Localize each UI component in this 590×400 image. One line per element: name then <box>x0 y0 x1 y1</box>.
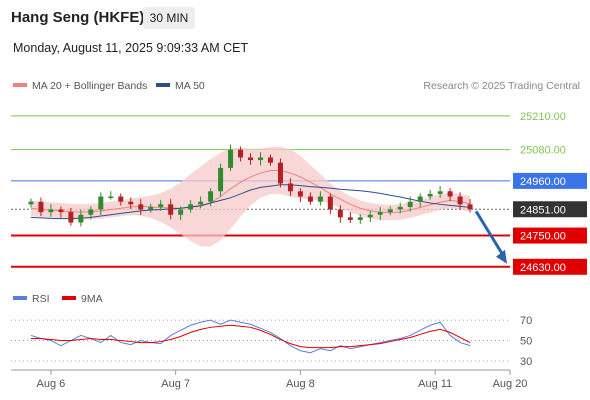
level-label: 24630.00 <box>520 262 566 274</box>
legend-9ma: 9MA <box>62 293 103 305</box>
rsi-line <box>30 319 471 354</box>
9ma-swatch <box>62 296 76 301</box>
candle-body <box>277 162 283 184</box>
candle-body <box>138 204 144 210</box>
candle-body <box>267 157 273 163</box>
rsi-tick-label: 50 <box>520 336 532 348</box>
candle-body <box>437 191 443 194</box>
candle-body <box>148 206 154 210</box>
candle-body <box>98 196 104 210</box>
timeframe-badge[interactable]: 30 MIN <box>143 7 195 29</box>
candle-body <box>327 196 333 210</box>
level-label: 24750.00 <box>520 231 566 243</box>
candle-body <box>417 196 423 202</box>
candle-body <box>387 209 393 213</box>
candle-body <box>108 196 114 199</box>
candle-body <box>238 149 244 158</box>
candle-body <box>68 212 74 223</box>
forecast-arrow-shaft <box>474 210 506 258</box>
candle-body <box>407 201 413 207</box>
ma50-swatch <box>156 83 170 88</box>
candle-body <box>447 191 453 197</box>
candle-body <box>258 157 263 161</box>
candle-body <box>218 167 224 192</box>
level-label-box <box>513 258 587 275</box>
x-tick-label: Aug 11 <box>418 378 452 390</box>
candle-body <box>48 209 54 213</box>
candle-body <box>457 196 463 205</box>
candle-body <box>188 204 194 210</box>
legend-rsi-label: RSI <box>32 293 50 305</box>
rsi-9ma-line <box>30 324 471 349</box>
candle-body <box>307 196 313 202</box>
level-label-box <box>513 227 587 244</box>
level-label: 24960.00 <box>520 176 566 188</box>
rsi-tick-label: 70 <box>520 315 532 327</box>
level-label: 25080.00 <box>520 145 566 157</box>
candle-body <box>297 191 303 197</box>
candle-body <box>198 201 204 205</box>
candlesticks <box>28 144 473 227</box>
x-tick-label: Aug 6 <box>37 378 66 390</box>
x-axis: Aug 6 Aug 7 Aug 8 Aug 11 Aug 20 <box>11 369 528 390</box>
candle-body <box>357 217 363 220</box>
credit: Research © 2025 Trading Central <box>423 80 580 92</box>
candle-body <box>248 157 254 161</box>
legend-ma20: MA 20 + Bollinger Bands <box>13 80 147 92</box>
level-label-box <box>513 107 587 124</box>
candle-body <box>317 196 323 202</box>
rsi-tick-label: 30 <box>520 356 532 368</box>
candle-body <box>168 204 174 215</box>
candle-body <box>208 191 214 202</box>
bollinger-band-area <box>30 146 471 247</box>
legend-rsi: RSI <box>13 293 50 305</box>
candle-body <box>88 209 94 215</box>
legend-ma50: MA 50 <box>156 80 205 92</box>
candle-body <box>78 214 84 223</box>
moving-averages <box>30 169 471 220</box>
x-tick-label: Aug 7 <box>161 378 190 390</box>
ma20-swatch <box>13 83 27 88</box>
candle-body <box>28 201 34 205</box>
level-label-box <box>513 201 587 218</box>
candle-body <box>58 209 64 213</box>
rsi-panel: 70 50 30 <box>11 315 532 368</box>
ma50-line <box>30 184 471 220</box>
legend-ma20-label: MA 20 + Bollinger Bands <box>32 80 148 92</box>
candle-body <box>337 209 343 218</box>
candle-body <box>158 204 164 207</box>
candle-body <box>228 149 234 168</box>
level-label-box <box>513 141 587 158</box>
candle-body <box>118 196 124 202</box>
candle-body <box>367 214 373 218</box>
x-tick-label: Aug 20 <box>493 378 528 390</box>
rsi-swatch <box>13 296 27 301</box>
candle-body <box>347 217 353 220</box>
candle-body <box>38 201 44 213</box>
candle-body <box>427 193 433 197</box>
ma20-line <box>30 169 471 214</box>
x-tick-label: Aug 8 <box>286 378 315 390</box>
candle-body <box>377 212 383 215</box>
forecast-arrow-head <box>496 249 507 264</box>
candle-body <box>467 204 473 210</box>
level-label: 24851.00 <box>520 204 566 216</box>
bollinger-band <box>30 146 471 247</box>
level-labels: 25210.00 25080.00 24960.00 24851.00 24750.00… <box>513 107 587 275</box>
timestamp: Monday, August 11, 2025 9:09:33 AM CET <box>13 41 249 55</box>
legend-9ma-label: 9MA <box>81 293 103 305</box>
candle-body <box>397 206 403 210</box>
forecast-arrow <box>474 210 507 264</box>
level-label-box <box>513 172 587 189</box>
candle-body <box>178 209 184 215</box>
candle-body <box>128 201 134 205</box>
instrument-title: Hang Seng (HKFE) <box>11 9 145 26</box>
level-label: 25210.00 <box>520 111 566 123</box>
candle-body <box>287 183 293 192</box>
legend-ma50-label: MA 50 <box>175 80 205 92</box>
